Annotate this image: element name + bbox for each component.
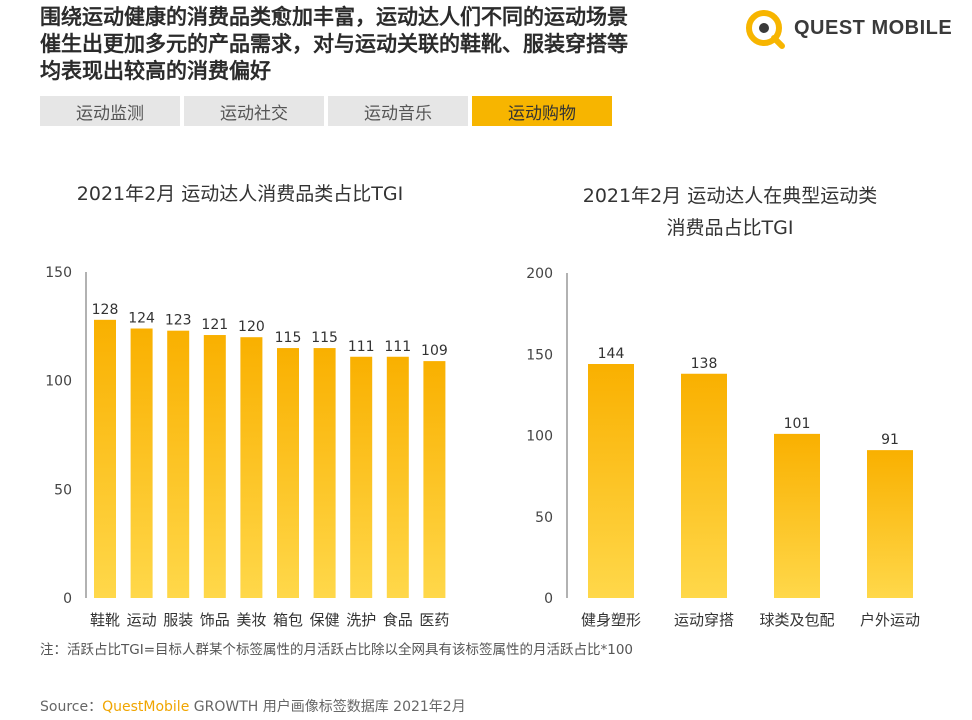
tab-label: 运动音乐 [364,103,432,124]
tab-bar: 运动监测 运动社交 运动音乐 运动购物 [40,96,616,126]
y-tick-label: 0 [63,591,72,607]
bar-value-label: 120 [238,319,265,335]
bar [130,328,153,598]
bar-value-label: 121 [201,317,228,333]
right-chart-title-line-2: 消费品占比TGI [666,217,794,239]
right-bar-chart: 0 50 100 150 200 144 健身塑形 138 运动穿搭 101 球类及包配 91 户外运动 [526,266,920,629]
questmobile-logo: QUEST MOBILE [742,6,952,50]
bar-value-label: 115 [275,330,302,346]
questmobile-logo-icon [746,10,785,49]
bar-value-label: 101 [784,416,811,432]
category-label: 食品 [383,611,413,629]
y-tick-label: 50 [535,510,553,526]
headline-line-1: 围绕运动健康的消费品类愈加丰富，运动达人们不同的运动场景 [40,5,628,29]
category-label: 医药 [419,611,449,629]
bar-value-label: 144 [598,346,625,362]
bar-value-label: 115 [311,330,338,346]
source-brand: QuestMobile [102,699,190,715]
category-label: 鞋靴 [90,611,120,629]
tab-sport-monitoring[interactable]: 运动监测 [40,96,180,126]
y-tick-label: 150 [45,265,72,281]
tab-label: 运动购物 [508,103,576,124]
bar-value-label: 109 [421,343,448,359]
tab-sport-music[interactable]: 运动音乐 [328,96,468,126]
left-bar-chart: 0 50 100 150 128 鞋靴 124 运动 123 服装 121 饰品 120 美妆 115 箱包 1… [45,265,449,629]
bar-value-label: 123 [165,313,192,329]
logo-text: QUEST MOBILE [794,16,953,39]
headline: 围绕运动健康的消费品类愈加丰富，运动达人们不同的运动场景 催生出更加多元的产品需… [40,4,740,85]
tab-sport-social[interactable]: 运动社交 [184,96,324,126]
category-label: 运动穿搭 [674,611,734,629]
bar [203,335,226,598]
y-tick-label: 150 [526,347,553,363]
bar [313,348,336,598]
bar [350,356,373,598]
bar-value-label: 124 [128,311,155,327]
right-chart-title: 2021年2月 运动达人在典型运动类 消费品占比TGI [520,180,940,244]
source-rest: GROWTH 用户画像标签数据库 2021年2月 [189,699,466,715]
bar-value-label: 111 [348,339,375,355]
bar-value-label: 128 [92,302,119,318]
category-label: 户外运动 [860,611,920,629]
category-label: 球类及包配 [759,611,834,629]
y-tick-label: 100 [45,374,72,390]
category-label: 服装 [163,611,193,629]
tab-sport-shopping[interactable]: 运动购物 [472,96,612,126]
category-label: 美妆 [236,611,266,629]
left-chart-title: 2021年2月 运动达人消费品类占比TGI [76,183,404,205]
tab-label: 运动监测 [76,103,144,124]
category-label: 饰品 [200,611,230,629]
headline-line-3: 均表现出较高的消费偏好 [40,59,271,83]
y-tick-label: 200 [526,266,553,282]
y-tick-label: 100 [526,429,553,445]
bar-value-label: 138 [691,356,718,372]
bar [167,330,190,598]
bar [240,337,263,598]
category-label: 箱包 [273,611,303,629]
bar [386,356,409,598]
y-tick-label: 0 [544,591,553,607]
source-line: Source：QuestMobile GROWTH 用户画像标签数据库 2021… [40,696,466,716]
y-tick-label: 50 [54,482,72,498]
bar [277,348,299,598]
headline-line-2: 催生出更加多元的产品需求，对与运动关联的鞋靴、服装穿搭等 [40,32,628,56]
bar-value-label: 111 [384,339,411,355]
category-label: 健身塑形 [581,611,641,629]
category-label: 洗护 [346,611,376,629]
bar [588,364,634,598]
category-label: 保健 [310,611,340,629]
bar [423,361,446,598]
bar [94,319,116,598]
footnote: 注：活跃占比TGI=目标人群某个标签属性的月活跃占比除以全网具有该标签属性的月活… [40,642,634,658]
bar [681,373,727,598]
right-chart-title-line-1: 2021年2月 运动达人在典型运动类 [582,185,878,207]
category-label: 运动 [127,611,157,629]
bar [867,450,913,598]
source-prefix: Source： [40,699,103,715]
tab-label: 运动社交 [220,103,288,124]
bar-value-label: 91 [881,432,899,448]
bar [774,433,820,598]
